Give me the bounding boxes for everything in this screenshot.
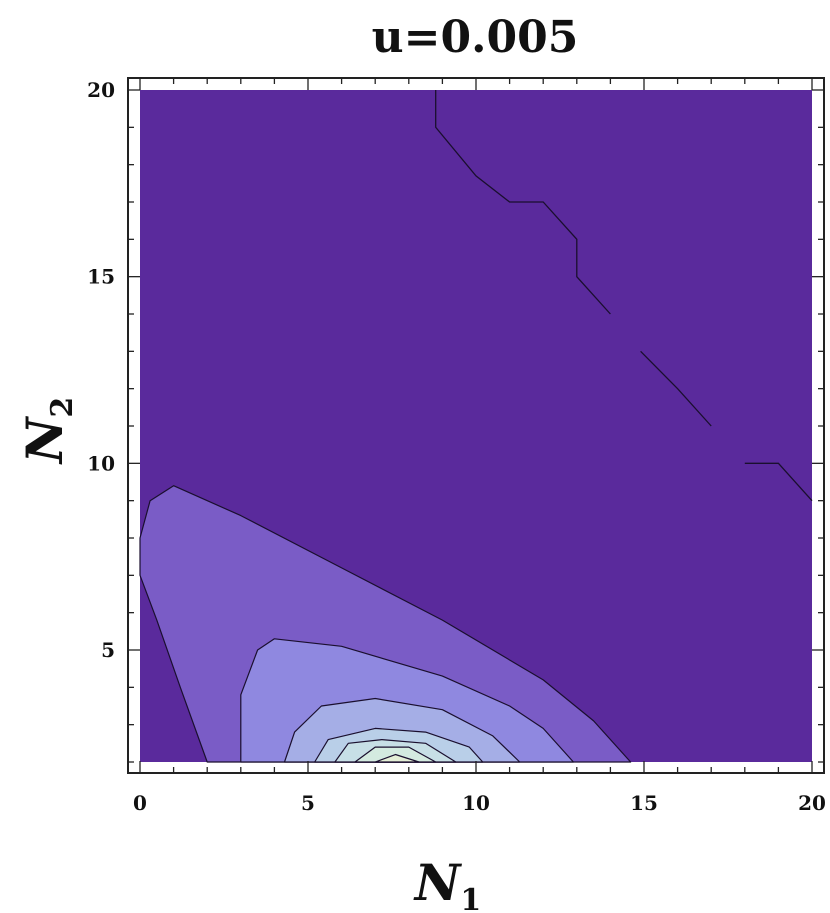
contour-lines (435, 90, 813, 502)
contour-line-2 (640, 350, 712, 427)
contour-region-level-7 (374, 753, 420, 763)
chart-title: u=0.005 (372, 12, 579, 63)
x-tick-label: 15 (630, 791, 658, 815)
y-tick-label: 15 (87, 265, 115, 289)
x-tick-label: 10 (462, 791, 490, 815)
x-axis-label: N1 (413, 853, 482, 913)
x-tick-label: 5 (301, 791, 315, 815)
contour-line-3 (744, 462, 813, 502)
y-axis-label: N2 (15, 397, 80, 466)
y-tick-label: 20 (87, 78, 115, 102)
y-tick-label: 10 (87, 451, 115, 475)
plot-area (139, 90, 812, 763)
contour-line-1 (435, 90, 611, 315)
x-tick-label: 20 (798, 791, 826, 815)
x-tick-label: 0 (133, 791, 147, 815)
axis-ticks: 0 5 10 15 20 5 10 15 20 (87, 78, 826, 815)
y-tick-label: 5 (101, 638, 115, 662)
